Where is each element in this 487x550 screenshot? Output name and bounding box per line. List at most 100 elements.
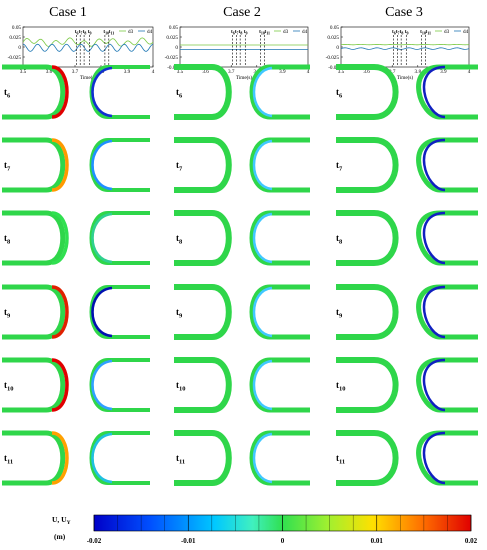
y-tick-label: 0.05 xyxy=(12,25,21,31)
row-label-t6: t6 xyxy=(176,87,183,100)
case2-shape-uy xyxy=(249,137,310,193)
colorbar-unit: (m) xyxy=(54,532,66,541)
x-tick-label: 3.5 xyxy=(338,69,345,75)
case2-shape-uy-end xyxy=(252,359,273,411)
row-label-t7: t7 xyxy=(4,160,11,173)
y-tick-label: -0.025 xyxy=(165,55,179,61)
case2-shape-u xyxy=(174,430,232,486)
case2-shape-uy-end xyxy=(252,66,273,118)
case1-shape-uy-end xyxy=(91,212,113,264)
row-label-t11: t11 xyxy=(176,453,185,466)
case2-shape-u xyxy=(174,137,232,193)
case1-shape-uy-end xyxy=(91,432,113,484)
row-label-t7: t7 xyxy=(336,160,343,173)
series-d3-line xyxy=(22,37,154,47)
x-tick-label: 3.7 xyxy=(72,69,79,75)
y-tick-label: 0.05 xyxy=(169,25,178,31)
time-marker-label: t10 xyxy=(259,29,265,35)
case2-shape-uy xyxy=(249,284,310,340)
row-label-t10: t10 xyxy=(176,380,186,393)
deformation-snapshots xyxy=(2,64,478,486)
row-label-t8: t8 xyxy=(4,233,11,246)
case1-shape-u-end xyxy=(51,211,69,265)
time-marker-label: t10 xyxy=(103,29,109,35)
case1-shape-u xyxy=(2,357,66,413)
y-tick-label: 0 xyxy=(18,45,21,51)
x-tick-label: 3.5 xyxy=(20,69,27,75)
time-marker-label: t11 xyxy=(109,29,115,35)
colorbar: U, UY (m) -0.02 -0.01 0 0.01 0.02 xyxy=(52,514,478,545)
plot-case-3: 0.05 0.025 0 -0.025 -0.053.5 3.6 3.7 3.8 3.9 4 Tim… xyxy=(326,25,471,81)
row-label-t9: t9 xyxy=(176,307,183,320)
case1-shape-uy-end xyxy=(91,139,113,191)
case2-shape-uy xyxy=(249,64,310,120)
x-tick-label: 3.7 xyxy=(389,69,396,75)
case1-shape-u-end xyxy=(51,138,69,192)
y-tick-label: 0.025 xyxy=(327,35,339,41)
case1-shape-u xyxy=(2,137,66,193)
time-marker-label: t9 xyxy=(244,29,248,35)
row-label-t9: t9 xyxy=(336,307,343,320)
time-marker-label: t6 xyxy=(231,29,235,35)
x-axis-label: Time(s) xyxy=(80,74,97,81)
y-tick-label: -0.05 xyxy=(328,65,339,71)
colorbar-tick-label: 0.02 xyxy=(465,537,478,545)
y-tick-label: 0 xyxy=(175,45,178,51)
case1-shape-u xyxy=(2,210,66,266)
x-tick-label: 4 xyxy=(307,69,310,75)
time-marker-label: t6 xyxy=(392,29,396,35)
case1-shape-uy-end xyxy=(91,286,113,338)
case1-shape-u-end xyxy=(51,65,69,119)
x-tick-label: 4 xyxy=(468,69,471,75)
case1-shape-uy-end xyxy=(91,66,113,118)
case2-shape-uy xyxy=(249,430,310,486)
case2-shape-uy-end xyxy=(252,286,273,338)
case1-shape-u xyxy=(2,430,66,486)
case1-shape-u xyxy=(2,284,66,340)
case2-shape-uy xyxy=(249,357,310,413)
time-marker-label: t6 xyxy=(75,29,79,35)
case3-shape-u xyxy=(336,64,399,120)
case3-shape-uy-end xyxy=(422,211,446,265)
case3-shape-uy-end xyxy=(422,65,446,119)
case2-shape-uy-end xyxy=(252,212,273,264)
time-marker-label: t8 xyxy=(400,29,404,35)
case3-shape-uy-end xyxy=(422,138,446,192)
y-tick-label: -0.025 xyxy=(8,55,22,61)
case1-shape-u-end xyxy=(51,285,69,339)
x-tick-label: 3.9 xyxy=(124,69,131,75)
case2-shape-u xyxy=(174,284,232,340)
row-label-t10: t10 xyxy=(336,380,346,393)
case3-shape-u xyxy=(336,210,399,266)
x-axis-label: Time(s) xyxy=(397,74,414,81)
x-tick-label: 3.9 xyxy=(440,69,447,75)
case2-shape-uy-end xyxy=(252,432,273,484)
row-label-t11: t11 xyxy=(336,453,345,466)
time-marker-label: t8 xyxy=(83,29,87,35)
x-tick-label: 3.6 xyxy=(46,69,53,75)
y-tick-label: -0.05 xyxy=(167,65,178,71)
case2-shape-u xyxy=(174,357,232,413)
case1-shape-uy-end xyxy=(91,359,113,411)
case1-shape-u-end xyxy=(51,431,69,485)
colorbar-label: U, UY xyxy=(52,515,71,526)
row-label-t7: t7 xyxy=(176,160,183,173)
case-2-title: Case 2 xyxy=(223,5,261,20)
row-label-t9: t9 xyxy=(4,307,11,320)
time-marker-label: t7 xyxy=(235,29,239,35)
y-tick-label: 0 xyxy=(336,45,339,51)
x-tick-label: 3.8 xyxy=(415,69,422,75)
time-marker-label: t8 xyxy=(239,29,243,35)
legend-d3-label: d3 xyxy=(444,29,450,35)
series-d4-line xyxy=(22,43,154,52)
y-tick-label: -0.025 xyxy=(326,55,340,61)
legend-d3-label: d3 xyxy=(128,29,134,35)
case-3-title: Case 3 xyxy=(385,5,423,20)
colorbar-tick-label: 0 xyxy=(281,537,285,545)
x-tick-label: 3.7 xyxy=(228,69,235,75)
series-d4-line xyxy=(340,47,470,50)
case3-shape-u xyxy=(336,430,399,486)
case2-shape-uy xyxy=(249,210,310,266)
